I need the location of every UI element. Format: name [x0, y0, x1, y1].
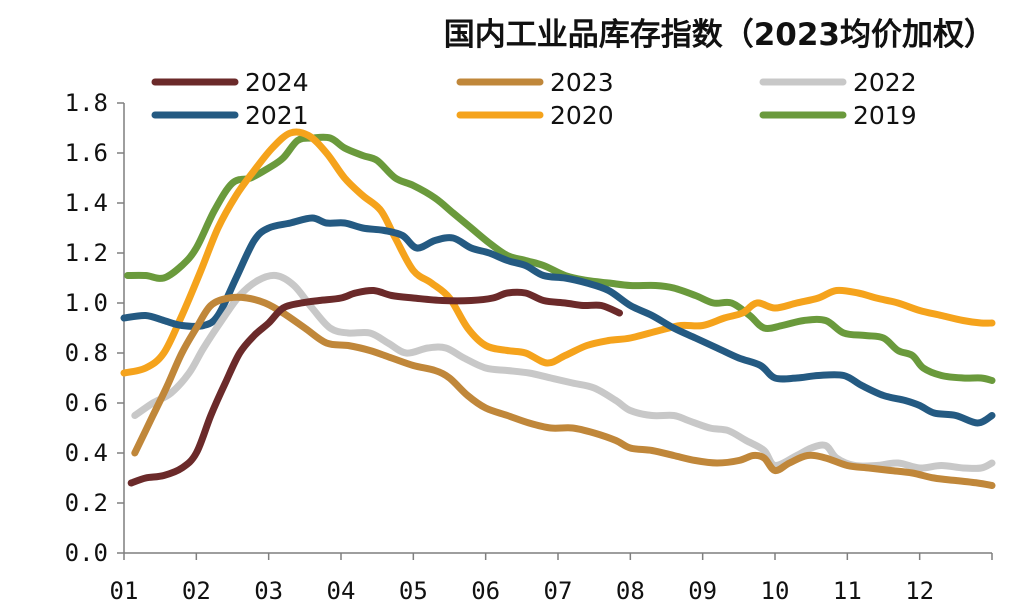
- y-tick-label: 1.0: [65, 289, 108, 317]
- x-tick-label: 05: [399, 577, 428, 605]
- y-tick-label: 1.8: [65, 89, 108, 117]
- series-line-2020: [120, 128, 996, 377]
- x-tick-label: 03: [254, 577, 283, 605]
- plot-lines: [120, 128, 996, 489]
- legend-label-2020: 2020: [550, 101, 614, 130]
- legend-label-2024: 2024: [245, 68, 309, 97]
- legend-label-2022: 2022: [853, 68, 917, 97]
- y-tick-label: 0.8: [65, 339, 108, 367]
- y-tick-label: 1.2: [65, 239, 108, 267]
- y-tick-label: 0.4: [65, 439, 108, 467]
- y-tick-label: 1.4: [65, 189, 108, 217]
- y-tick-label: 0.0: [65, 539, 108, 567]
- legend-label-2019: 2019: [853, 101, 917, 130]
- legend-label-2021: 2021: [245, 101, 309, 130]
- series-line-2021: [120, 214, 996, 427]
- x-tick-label: 06: [471, 577, 500, 605]
- x-tick-label: 11: [833, 577, 862, 605]
- x-axis: 01 02 03 04 05 06 07 08 09 10 11 12: [110, 552, 993, 605]
- x-tick-label: 09: [688, 577, 717, 605]
- x-tick-label: 04: [327, 577, 356, 605]
- y-tick-label: 0.6: [65, 389, 108, 417]
- x-tick-label: 10: [761, 577, 790, 605]
- series-line-2024: [127, 286, 623, 487]
- legend-label-2023: 2023: [550, 68, 614, 97]
- series-line-2023: [131, 293, 996, 489]
- y-tick-label: 0.2: [65, 489, 108, 517]
- chart-title: 国内工业品库存指数（2023均价加权）: [444, 17, 995, 53]
- series-line-2019: [124, 133, 996, 384]
- x-tick-label: 07: [544, 577, 573, 605]
- legend: 2024 2023 2022 2021 2020 2019: [151, 68, 917, 130]
- y-axis: 0.0 0.2 0.4 0.6 0.8 1.0 1.2 1.4 1.6 1.8: [65, 89, 125, 567]
- x-tick-label: 01: [110, 577, 139, 605]
- x-tick-label: 08: [616, 577, 645, 605]
- x-tick-label: 12: [905, 577, 934, 605]
- x-tick-label: 02: [182, 577, 211, 605]
- y-tick-label: 1.6: [65, 139, 108, 167]
